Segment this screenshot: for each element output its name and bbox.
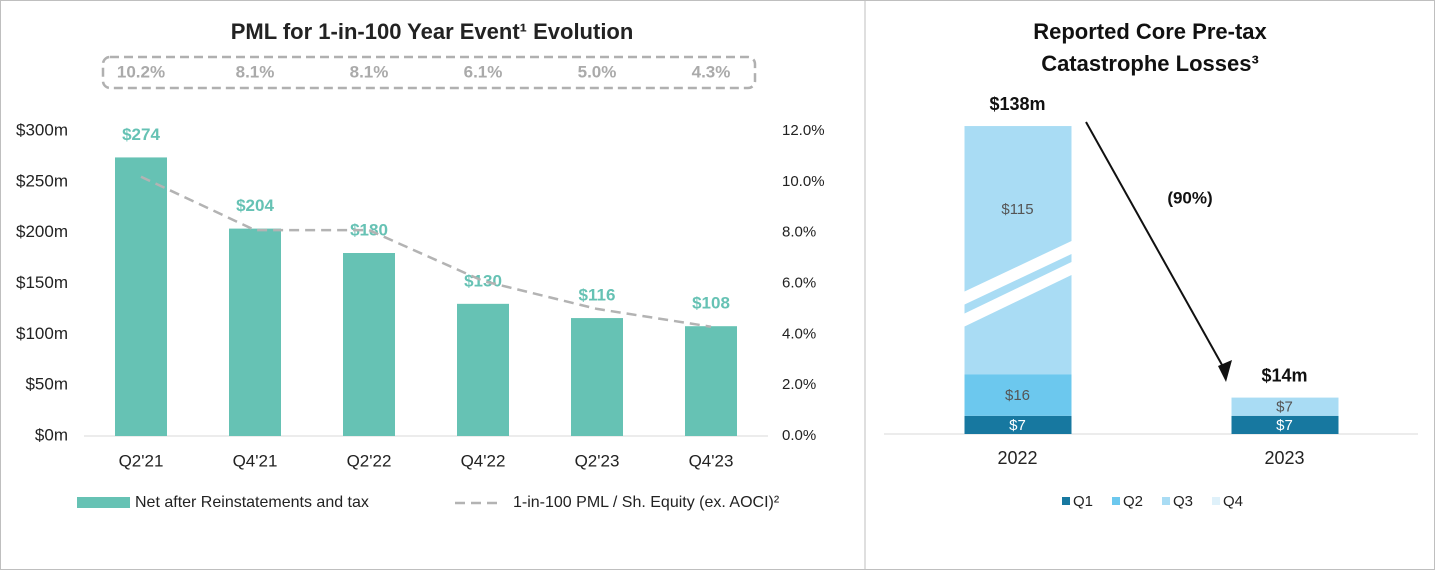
- legend-swatch: [1112, 497, 1120, 505]
- bar: [457, 303, 509, 436]
- value-label: 8.1%: [236, 62, 275, 81]
- legend-label: Q3: [1173, 493, 1193, 510]
- value-label: 6.1%: [464, 62, 503, 81]
- bar: [343, 253, 395, 436]
- y-tick-label: $300m: [16, 120, 68, 139]
- segment-label: $7: [1276, 417, 1293, 434]
- y2-tick-label: 4.0%: [782, 325, 816, 342]
- legend-label: Q1: [1073, 493, 1093, 510]
- y-tick-label: $50m: [25, 375, 68, 394]
- value-label: $130: [464, 271, 502, 290]
- legend-swatch: [1162, 497, 1170, 505]
- y2-tick-label: 0.0%: [782, 427, 816, 444]
- segment-label: $7: [1276, 399, 1293, 416]
- chart-title: PML for 1-in-100 Year Event¹ Evolution: [231, 19, 634, 44]
- x-tick-label: 2023: [1264, 448, 1304, 468]
- line: [140, 175, 712, 328]
- legend-swatch: [77, 497, 130, 508]
- x-tick-label: Q4'21: [233, 451, 278, 470]
- legend-label: Q4: [1223, 493, 1243, 510]
- y2-tick-label: 8.0%: [782, 224, 816, 241]
- y2-tick-label: 10.0%: [782, 173, 825, 190]
- value-label: $274: [122, 125, 160, 144]
- axis-break: [963, 241, 1072, 305]
- segment-label: $16: [1005, 387, 1030, 404]
- total-label: $138m: [989, 94, 1045, 114]
- bar: [115, 157, 167, 436]
- arrow-head: [1218, 360, 1232, 382]
- segment-label: $7: [1009, 417, 1026, 434]
- x-tick-label: Q4'23: [689, 451, 734, 470]
- bar: [229, 228, 281, 436]
- y-tick-label: $150m: [16, 273, 68, 292]
- axis-break: [963, 262, 1072, 327]
- value-label: $180: [350, 220, 388, 239]
- label-box: [101, 55, 757, 90]
- x-tick-label: Q4'22: [461, 451, 506, 470]
- y2-tick-label: 2.0%: [782, 376, 816, 393]
- legend-swatch: [1212, 497, 1220, 505]
- bar-segment: [1231, 415, 1339, 434]
- legend-label: 1-in-100 PML / Sh. Equity (ex. AOCI)²: [513, 494, 780, 511]
- value-label: 5.0%: [578, 62, 617, 81]
- y2-tick-label: 12.0%: [782, 122, 825, 139]
- x-tick-label: Q2'23: [575, 451, 620, 470]
- segment-label: $115: [1001, 201, 1033, 218]
- x-tick-label: Q2'21: [119, 451, 164, 470]
- value-label: 4.3%: [692, 62, 731, 81]
- legend-label: Q2: [1123, 493, 1143, 510]
- bar-segment: [964, 374, 1072, 416]
- value-label: $204: [236, 196, 274, 215]
- y2-tick-label: 6.0%: [782, 274, 816, 291]
- value-label: 10.2%: [117, 62, 165, 81]
- total-label: $14m: [1261, 365, 1307, 385]
- x-tick-label: Q2'22: [347, 451, 392, 470]
- bar-segment: [964, 415, 1072, 434]
- y-tick-label: $0m: [35, 425, 68, 444]
- y-tick-label: $100m: [16, 324, 68, 343]
- x-tick-label: 2022: [997, 448, 1037, 468]
- bar: [571, 318, 623, 436]
- legend-label: Net after Reinstatements and tax: [135, 494, 369, 511]
- arrow: [1085, 121, 1227, 373]
- bar-segment: [1231, 397, 1339, 416]
- y-tick-label: $200m: [16, 222, 68, 241]
- bar: [685, 326, 737, 436]
- y-tick-label: $250m: [16, 171, 68, 190]
- value-label: 8.1%: [350, 62, 389, 81]
- value-label: $116: [579, 286, 616, 305]
- chart-title: Reported Core Pre-tax Catastrophe Losses…: [1033, 19, 1267, 76]
- legend-swatch: [1062, 497, 1070, 505]
- annotation: (90%): [1167, 188, 1212, 207]
- value-label: $108: [692, 294, 730, 313]
